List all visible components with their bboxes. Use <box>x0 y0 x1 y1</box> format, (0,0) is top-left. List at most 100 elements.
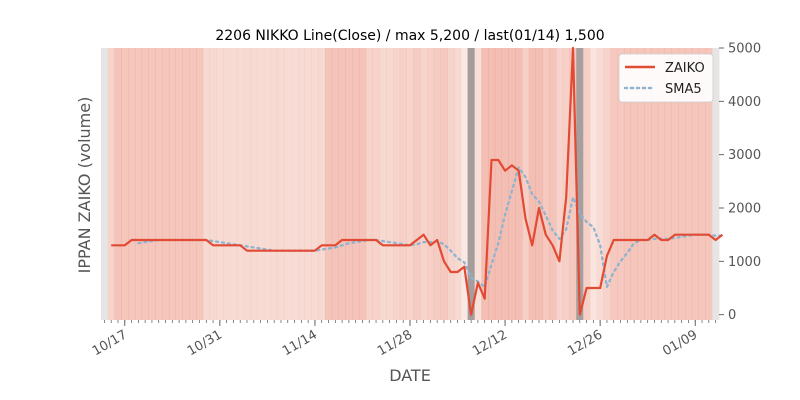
background-band <box>331 48 339 320</box>
background-band <box>691 48 699 320</box>
background-band <box>644 48 652 320</box>
background-band <box>297 48 306 320</box>
legend: ZAIKO SMA5 <box>618 53 714 103</box>
background-band <box>515 48 523 320</box>
background-band <box>114 48 122 320</box>
background-band <box>325 48 333 320</box>
background-band <box>372 48 380 320</box>
event-markers <box>467 48 584 320</box>
background-band <box>413 48 421 320</box>
background-band <box>393 48 401 320</box>
background-band <box>338 48 346 320</box>
y-tick-label: 2000 <box>728 202 761 217</box>
x-tick-label: 10/17 <box>90 327 130 359</box>
background-band <box>257 48 265 320</box>
background-band <box>141 48 149 320</box>
edge-band <box>101 48 108 320</box>
background-band <box>460 48 469 320</box>
y-tick-label: 5000 <box>728 42 761 57</box>
background-band <box>671 48 679 320</box>
background-band <box>189 48 197 320</box>
background-band <box>352 48 360 320</box>
background-band <box>236 48 244 320</box>
background-band <box>685 48 693 320</box>
background-band <box>603 48 611 320</box>
background-band <box>549 48 557 320</box>
background-band <box>440 48 448 320</box>
background-band <box>270 48 278 320</box>
background-band <box>447 48 455 320</box>
background-band <box>481 48 489 320</box>
background-band <box>148 48 156 320</box>
background-band <box>678 48 686 320</box>
background-band <box>535 48 543 320</box>
background-band <box>121 48 129 320</box>
background-band <box>698 48 706 320</box>
background-band <box>223 48 231 320</box>
background-band <box>617 48 625 320</box>
plot-background <box>101 48 719 320</box>
background-band <box>589 48 598 320</box>
background-band <box>583 48 591 320</box>
background-band <box>311 48 319 320</box>
background-band <box>250 48 258 320</box>
x-tick-label: 11/28 <box>375 327 415 359</box>
background-band <box>454 48 462 320</box>
background-band <box>291 48 299 320</box>
background-band <box>420 48 428 320</box>
background-band <box>182 48 190 320</box>
background-band <box>318 48 326 320</box>
legend-sma5-label: SMA5 <box>665 82 702 97</box>
background-band <box>386 48 394 320</box>
background-bands <box>101 48 720 320</box>
y-tick-label: 1000 <box>728 255 761 270</box>
background-band <box>542 48 550 320</box>
background-band <box>345 48 353 320</box>
background-band <box>379 48 387 320</box>
background-band <box>610 48 618 320</box>
background-band <box>705 48 713 320</box>
background-band <box>175 48 183 320</box>
background-band <box>243 48 251 320</box>
y-axis-label: IPPAN ZAIKO (volume) <box>75 97 94 274</box>
background-band <box>359 48 367 320</box>
background-band <box>623 48 632 320</box>
background-band <box>202 48 210 320</box>
y-tick-label: 3000 <box>728 148 761 163</box>
legend-zaiko-label: ZAIKO <box>665 61 705 76</box>
background-band <box>263 48 272 320</box>
background-band <box>230 48 238 320</box>
x-tick-label: 11/14 <box>280 327 320 359</box>
x-axis: 10/17 10/31 11/14 11/28 12/12 12/26 01/09 <box>90 320 716 359</box>
event-marker <box>576 48 584 320</box>
background-band <box>406 48 414 320</box>
y-tick-label: 4000 <box>728 95 761 110</box>
background-band <box>426 48 435 320</box>
background-band <box>494 48 502 320</box>
event-marker <box>467 48 475 320</box>
chart-title: 2206 NIKKO Line(Close) / max 5,200 / las… <box>215 28 604 44</box>
background-band <box>304 48 312 320</box>
background-band <box>474 48 482 320</box>
background-band <box>399 48 407 320</box>
background-band <box>134 48 143 320</box>
background-band <box>569 48 577 320</box>
background-band <box>209 48 217 320</box>
background-band <box>528 48 536 320</box>
background-band <box>433 48 441 320</box>
background-band <box>637 48 645 320</box>
background-band <box>365 48 373 320</box>
x-tick-label: 12/26 <box>565 327 605 359</box>
series-lines <box>111 46 724 316</box>
background-band <box>168 48 177 320</box>
background-band <box>556 48 564 320</box>
background-band <box>216 48 224 320</box>
background-band <box>657 48 665 320</box>
background-band <box>107 48 115 320</box>
background-band <box>277 48 285 320</box>
background-band <box>651 48 659 320</box>
x-tick-label: 01/09 <box>660 327 700 359</box>
background-band <box>284 48 292 320</box>
background-band <box>488 48 496 320</box>
